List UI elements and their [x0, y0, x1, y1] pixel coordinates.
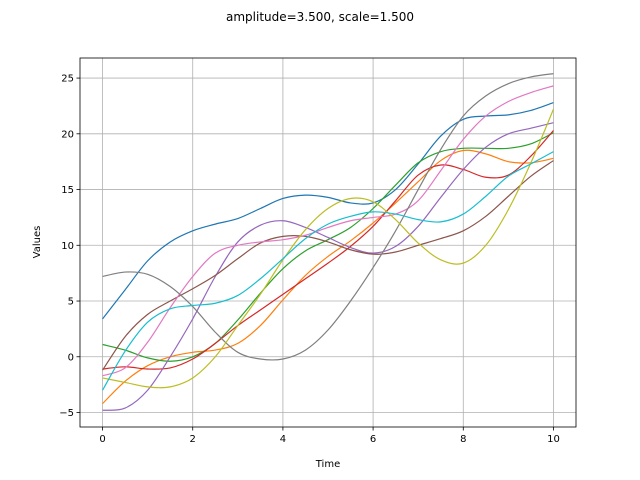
- series-line-9: [102, 109, 555, 389]
- y-tick-label: 10: [61, 241, 74, 252]
- y-axis: −5 0 5 10 15 20 25: [59, 74, 80, 419]
- y-tick-label: 15: [61, 185, 74, 196]
- series-line-8: [102, 73, 554, 361]
- y-tick-label: 25: [61, 74, 74, 85]
- series-line-5: [102, 122, 554, 411]
- y-axis-label: Values: [32, 226, 43, 259]
- x-tick-label: 10: [547, 434, 560, 445]
- x-tick-label: 4: [280, 434, 286, 445]
- y-tick-label: 20: [61, 129, 74, 140]
- series-line-7: [102, 85, 554, 377]
- x-tick-label: 2: [190, 434, 196, 445]
- y-tick-label: −5: [59, 408, 74, 419]
- x-tick-label: 8: [460, 434, 466, 445]
- y-tick-label: 5: [68, 297, 74, 308]
- series-line-10: [102, 151, 554, 391]
- x-axis: 0 2 4 6 8 10: [99, 427, 560, 445]
- x-tick-label: 0: [99, 434, 105, 445]
- series-line-1: [102, 102, 554, 320]
- x-axis-label: Time: [315, 459, 340, 470]
- series-line-3: [102, 132, 554, 362]
- series-group: [102, 73, 555, 411]
- series-line-4: [102, 130, 554, 370]
- plot-frame: [79, 57, 577, 428]
- y-tick-label: 0: [68, 352, 74, 363]
- x-tick-label: 6: [370, 434, 376, 445]
- chart-title: amplitude=3.500, scale=1.500: [226, 10, 414, 24]
